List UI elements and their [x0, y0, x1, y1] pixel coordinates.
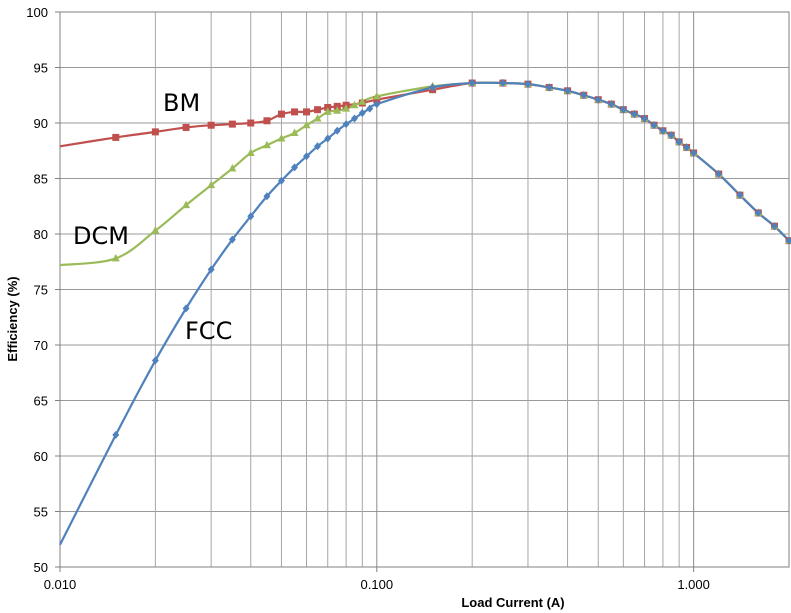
- data-point-fcc: [754, 208, 762, 217]
- data-point-dcm: [151, 226, 160, 234]
- data-point-bm: [247, 119, 255, 127]
- series-markers: [111, 78, 791, 439]
- data-point-dcm: [323, 107, 332, 115]
- data-point-fcc: [303, 152, 311, 161]
- data-point-dcm: [182, 200, 191, 209]
- x-tick-label: 0.100: [361, 577, 394, 592]
- data-point-fcc: [594, 95, 602, 104]
- data-point-bm: [314, 106, 322, 114]
- data-point-fcc: [342, 120, 350, 129]
- data-point-bm: [207, 121, 215, 129]
- data-point-fcc: [619, 105, 627, 114]
- data-point-fcc: [659, 126, 667, 135]
- data-point-fcc: [630, 110, 638, 119]
- data-point-fcc: [333, 126, 341, 135]
- data-point-fcc: [468, 79, 476, 88]
- data-point-fcc: [324, 134, 332, 143]
- x-axis-title: Load Current (A): [461, 595, 564, 610]
- y-tick-label: 95: [34, 61, 48, 76]
- x-tick-label: 0.010: [44, 577, 77, 592]
- y-tick-label: 65: [34, 394, 48, 409]
- data-point-fcc: [277, 176, 285, 185]
- data-point-fcc: [690, 148, 698, 157]
- data-point-fcc: [667, 131, 675, 140]
- data-point-fcc: [771, 222, 779, 231]
- data-point-dcm: [228, 164, 237, 172]
- data-point-fcc: [580, 91, 588, 100]
- y-tick-label: 75: [34, 283, 48, 298]
- data-point-fcc: [291, 163, 299, 172]
- data-point-dcm: [277, 134, 286, 142]
- data-point-fcc: [350, 114, 358, 123]
- data-point-fcc: [207, 265, 215, 274]
- data-point-fcc: [314, 142, 322, 151]
- data-point-dcm: [290, 128, 299, 136]
- data-point-fcc: [373, 100, 381, 109]
- data-point-bm: [263, 117, 271, 125]
- data-point-dcm: [333, 106, 342, 114]
- data-point-fcc: [499, 79, 507, 88]
- data-point-fcc: [358, 109, 366, 118]
- data-point-fcc: [736, 191, 744, 200]
- series-line-fcc: [59, 81, 790, 546]
- data-point-dcm: [111, 253, 120, 262]
- y-tick-label: 80: [34, 227, 48, 242]
- y-tick-label: 85: [34, 172, 48, 187]
- data-point-bm: [228, 120, 236, 128]
- data-point-fcc: [675, 137, 683, 146]
- series-markers-bm: [112, 79, 791, 245]
- data-point-dcm: [246, 148, 255, 156]
- data-point-fcc: [429, 83, 437, 92]
- data-point-bm: [112, 133, 120, 141]
- data-point-fcc: [366, 104, 374, 113]
- annotation-bm: BM: [163, 89, 200, 117]
- data-point-fcc: [641, 114, 649, 123]
- y-axis-title: Efficiency (%): [5, 276, 20, 361]
- series-markers-fcc: [112, 79, 791, 439]
- data-point-dcm: [358, 97, 367, 105]
- y-tick-label: 100: [26, 5, 48, 20]
- data-point-fcc: [607, 100, 615, 109]
- series-annotations: BM DCM FCC: [73, 89, 232, 345]
- x-tick-label: 1.000: [677, 577, 710, 592]
- data-point-dcm: [262, 140, 271, 149]
- data-point-dcm: [302, 120, 311, 129]
- data-point-fcc: [228, 235, 236, 244]
- y-tick-label: 50: [34, 560, 48, 575]
- data-point-bm: [151, 128, 159, 136]
- data-point-dcm: [313, 114, 322, 122]
- data-point-fcc: [182, 304, 190, 313]
- data-point-fcc: [524, 80, 532, 89]
- data-point-fcc: [650, 121, 658, 130]
- data-point-dcm: [372, 91, 381, 100]
- data-point-dcm: [350, 100, 359, 109]
- annotation-dcm: DCM: [73, 222, 129, 250]
- data-point-fcc: [545, 83, 553, 92]
- data-point-fcc: [263, 192, 271, 201]
- x-axis-ticks: 0.010 0.100 1.000: [44, 567, 710, 592]
- data-point-bm: [291, 108, 299, 116]
- annotation-fcc: FCC: [185, 317, 232, 345]
- data-point-fcc: [683, 143, 691, 152]
- series-lines: [59, 81, 790, 546]
- data-point-dcm: [342, 104, 351, 112]
- data-point-fcc: [564, 86, 572, 95]
- data-point-bm: [277, 110, 285, 118]
- data-point-bm: [303, 108, 311, 116]
- data-point-bm: [373, 96, 381, 104]
- data-point-fcc: [715, 170, 723, 179]
- data-point-fcc: [151, 356, 159, 365]
- y-tick-label: 70: [34, 338, 48, 353]
- y-axis-ticks: 50 55 60 65 70 75 80 85 90 95 100: [26, 5, 60, 575]
- y-tick-label: 90: [34, 116, 48, 131]
- y-tick-label: 60: [34, 449, 48, 464]
- data-point-fcc: [785, 236, 791, 245]
- data-point-fcc: [112, 430, 120, 439]
- data-point-fcc: [247, 212, 255, 221]
- data-point-dcm: [207, 180, 216, 189]
- y-tick-label: 55: [34, 505, 48, 520]
- data-point-bm: [182, 123, 190, 131]
